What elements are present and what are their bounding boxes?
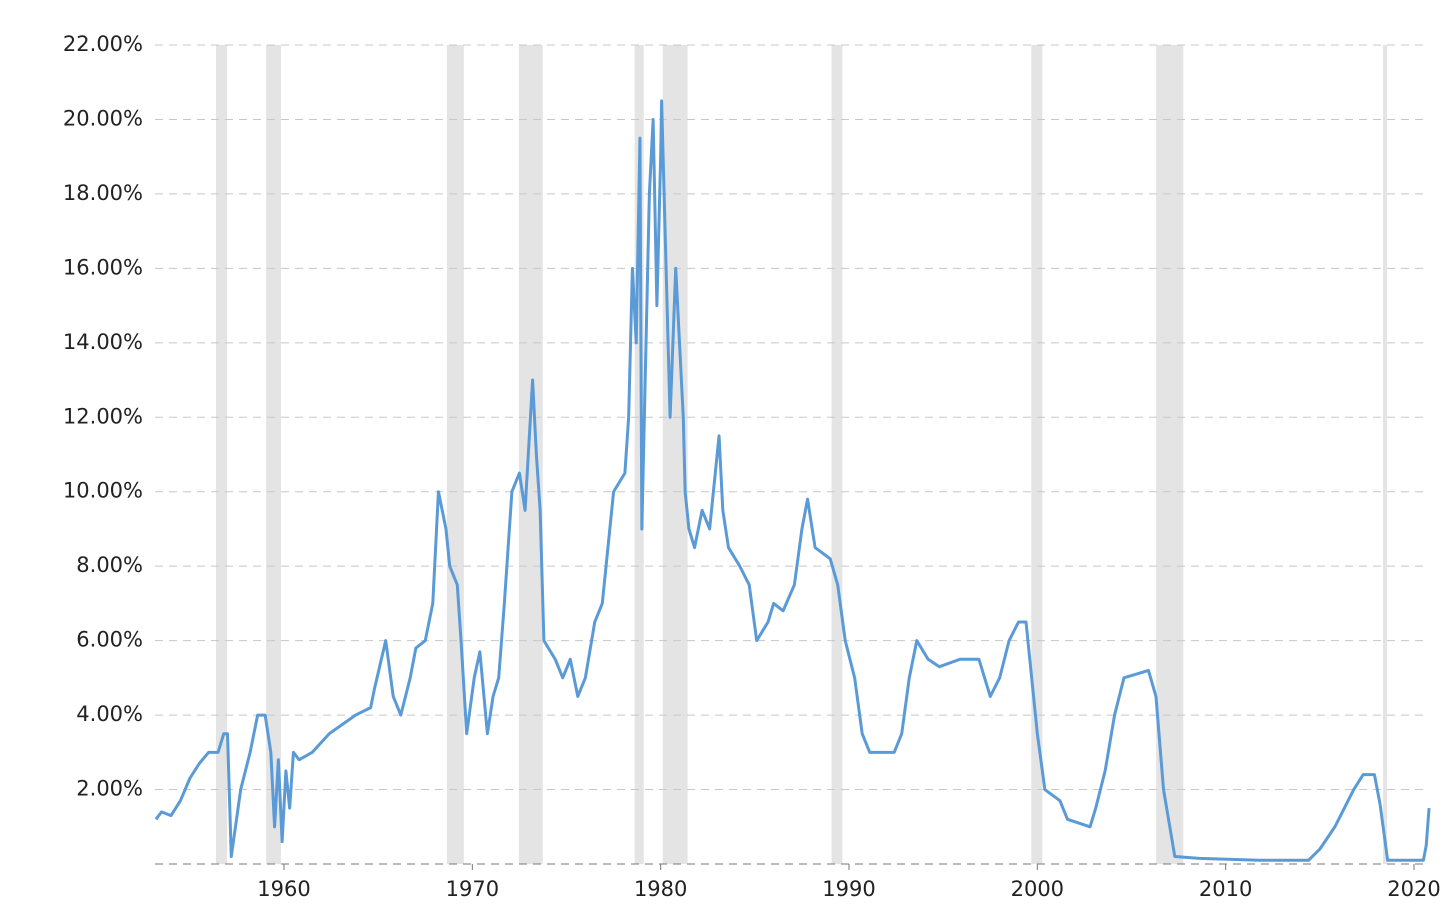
data-line — [154, 99, 1431, 862]
recession-band — [216, 45, 228, 864]
x-tick-label: 2000 — [1011, 877, 1064, 901]
recession-band — [1156, 45, 1184, 864]
recession-band — [518, 45, 543, 864]
x-tick-label: 2020 — [1387, 877, 1440, 901]
recession-band — [1031, 45, 1043, 864]
recession-band — [266, 45, 281, 864]
x-tick-label: 1960 — [257, 877, 310, 901]
x-tick-label: 2010 — [1199, 877, 1252, 901]
recession-band — [1383, 45, 1388, 864]
recession-band — [446, 45, 464, 864]
y-tick-label: 14.00% — [63, 330, 143, 354]
y-tick-label: 18.00% — [63, 181, 143, 205]
recession-band — [634, 45, 644, 864]
x-tick-label: 1970 — [446, 877, 499, 901]
y-tick-label: 4.00% — [76, 702, 143, 726]
x-tick-label: 1990 — [822, 877, 875, 901]
y-tick-label: 6.00% — [76, 628, 143, 652]
y-tick-label: 8.00% — [76, 553, 143, 577]
y-tick-label: 12.00% — [63, 404, 143, 428]
recession-band — [831, 45, 843, 864]
y-tick-label: 20.00% — [63, 106, 143, 130]
x-tick-label: 1980 — [634, 877, 687, 901]
y-tick-label: 10.00% — [63, 479, 143, 503]
y-tick-label: 22.00% — [63, 32, 143, 56]
y-tick-label: 2.00% — [76, 777, 143, 801]
y-tick-label: 16.00% — [63, 255, 143, 279]
